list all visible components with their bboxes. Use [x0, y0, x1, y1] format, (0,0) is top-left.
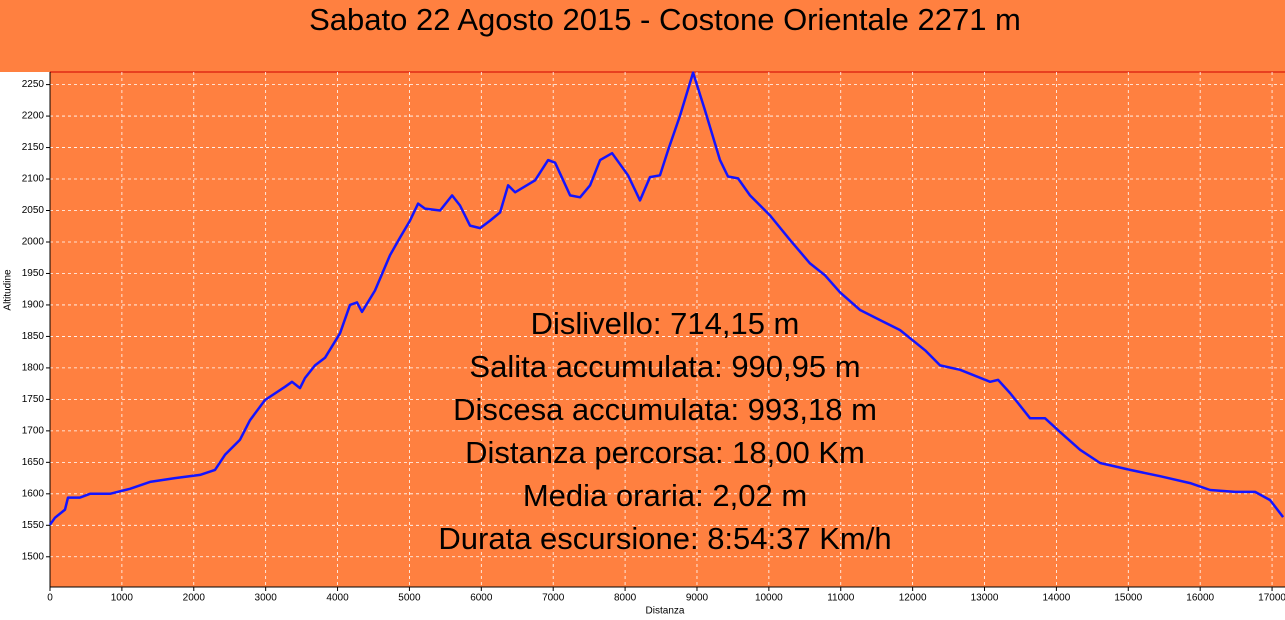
- x-tick-label: 15000: [1114, 593, 1142, 604]
- x-tick-label: 16000: [1186, 593, 1214, 604]
- x-tick-label: 11000: [827, 593, 855, 604]
- x-tick-label: 3000: [255, 593, 278, 604]
- y-tick-label: 1900: [22, 300, 45, 311]
- x-axis-label: Distanza: [646, 606, 685, 617]
- annotation: Dislivello: 714,15 m: [531, 306, 800, 341]
- y-tick-label: 1650: [22, 457, 45, 468]
- y-tick-label: 2100: [22, 174, 45, 185]
- x-tick-label: 17000: [1258, 593, 1285, 604]
- y-tick-label: 1550: [22, 520, 45, 531]
- y-tick-label: 2000: [22, 237, 45, 248]
- y-tick-label: 1500: [22, 551, 45, 562]
- y-tick-label: 2200: [22, 111, 45, 122]
- y-tick-label: 2250: [22, 79, 45, 90]
- x-tick-label: 4000: [326, 593, 349, 604]
- annotation: Distanza percorsa: 18,00 Km: [465, 435, 865, 470]
- profile-line: [48, 71, 1285, 526]
- x-tick-label: 2000: [183, 593, 206, 604]
- annotation: Durata escursione: 8:54:37 Km/h: [438, 521, 891, 556]
- y-tick-label: 1700: [22, 426, 45, 437]
- y-axis-label: Altitudine: [3, 269, 14, 311]
- x-tick-label: 0: [47, 593, 53, 604]
- y-tick-label: 1800: [22, 363, 45, 374]
- y-tick-label: 1850: [22, 331, 45, 342]
- y-tick-label: 1950: [22, 268, 45, 279]
- annotation: Discesa accumulata: 993,18 m: [453, 392, 877, 427]
- y-tick-label: 1750: [22, 394, 45, 405]
- x-tick-label: 8000: [614, 593, 637, 604]
- x-tick-label: 9000: [686, 593, 709, 604]
- x-tick-label: 10000: [755, 593, 783, 604]
- x-tick-label: 5000: [398, 593, 421, 604]
- annotation: Salita accumulata: 990,95 m: [469, 349, 860, 384]
- annotation: Media oraria: 2,02 m: [523, 478, 807, 513]
- x-tick-label: 12000: [899, 593, 927, 604]
- x-tick-label: 1000: [111, 593, 134, 604]
- y-tick-label: 2150: [22, 142, 45, 153]
- x-tick-label: 14000: [1042, 593, 1070, 604]
- chart-title: Sabato 22 Agosto 2015 - Costone Oriental…: [309, 2, 1021, 37]
- title-band: [0, 0, 1285, 72]
- y-tick-label: 2050: [22, 205, 45, 216]
- x-tick-label: 13000: [971, 593, 999, 604]
- plot-area: [50, 72, 1285, 587]
- y-tick-label: 1600: [22, 488, 45, 499]
- x-tick-label: 6000: [470, 593, 493, 604]
- x-tick-label: 7000: [542, 593, 565, 604]
